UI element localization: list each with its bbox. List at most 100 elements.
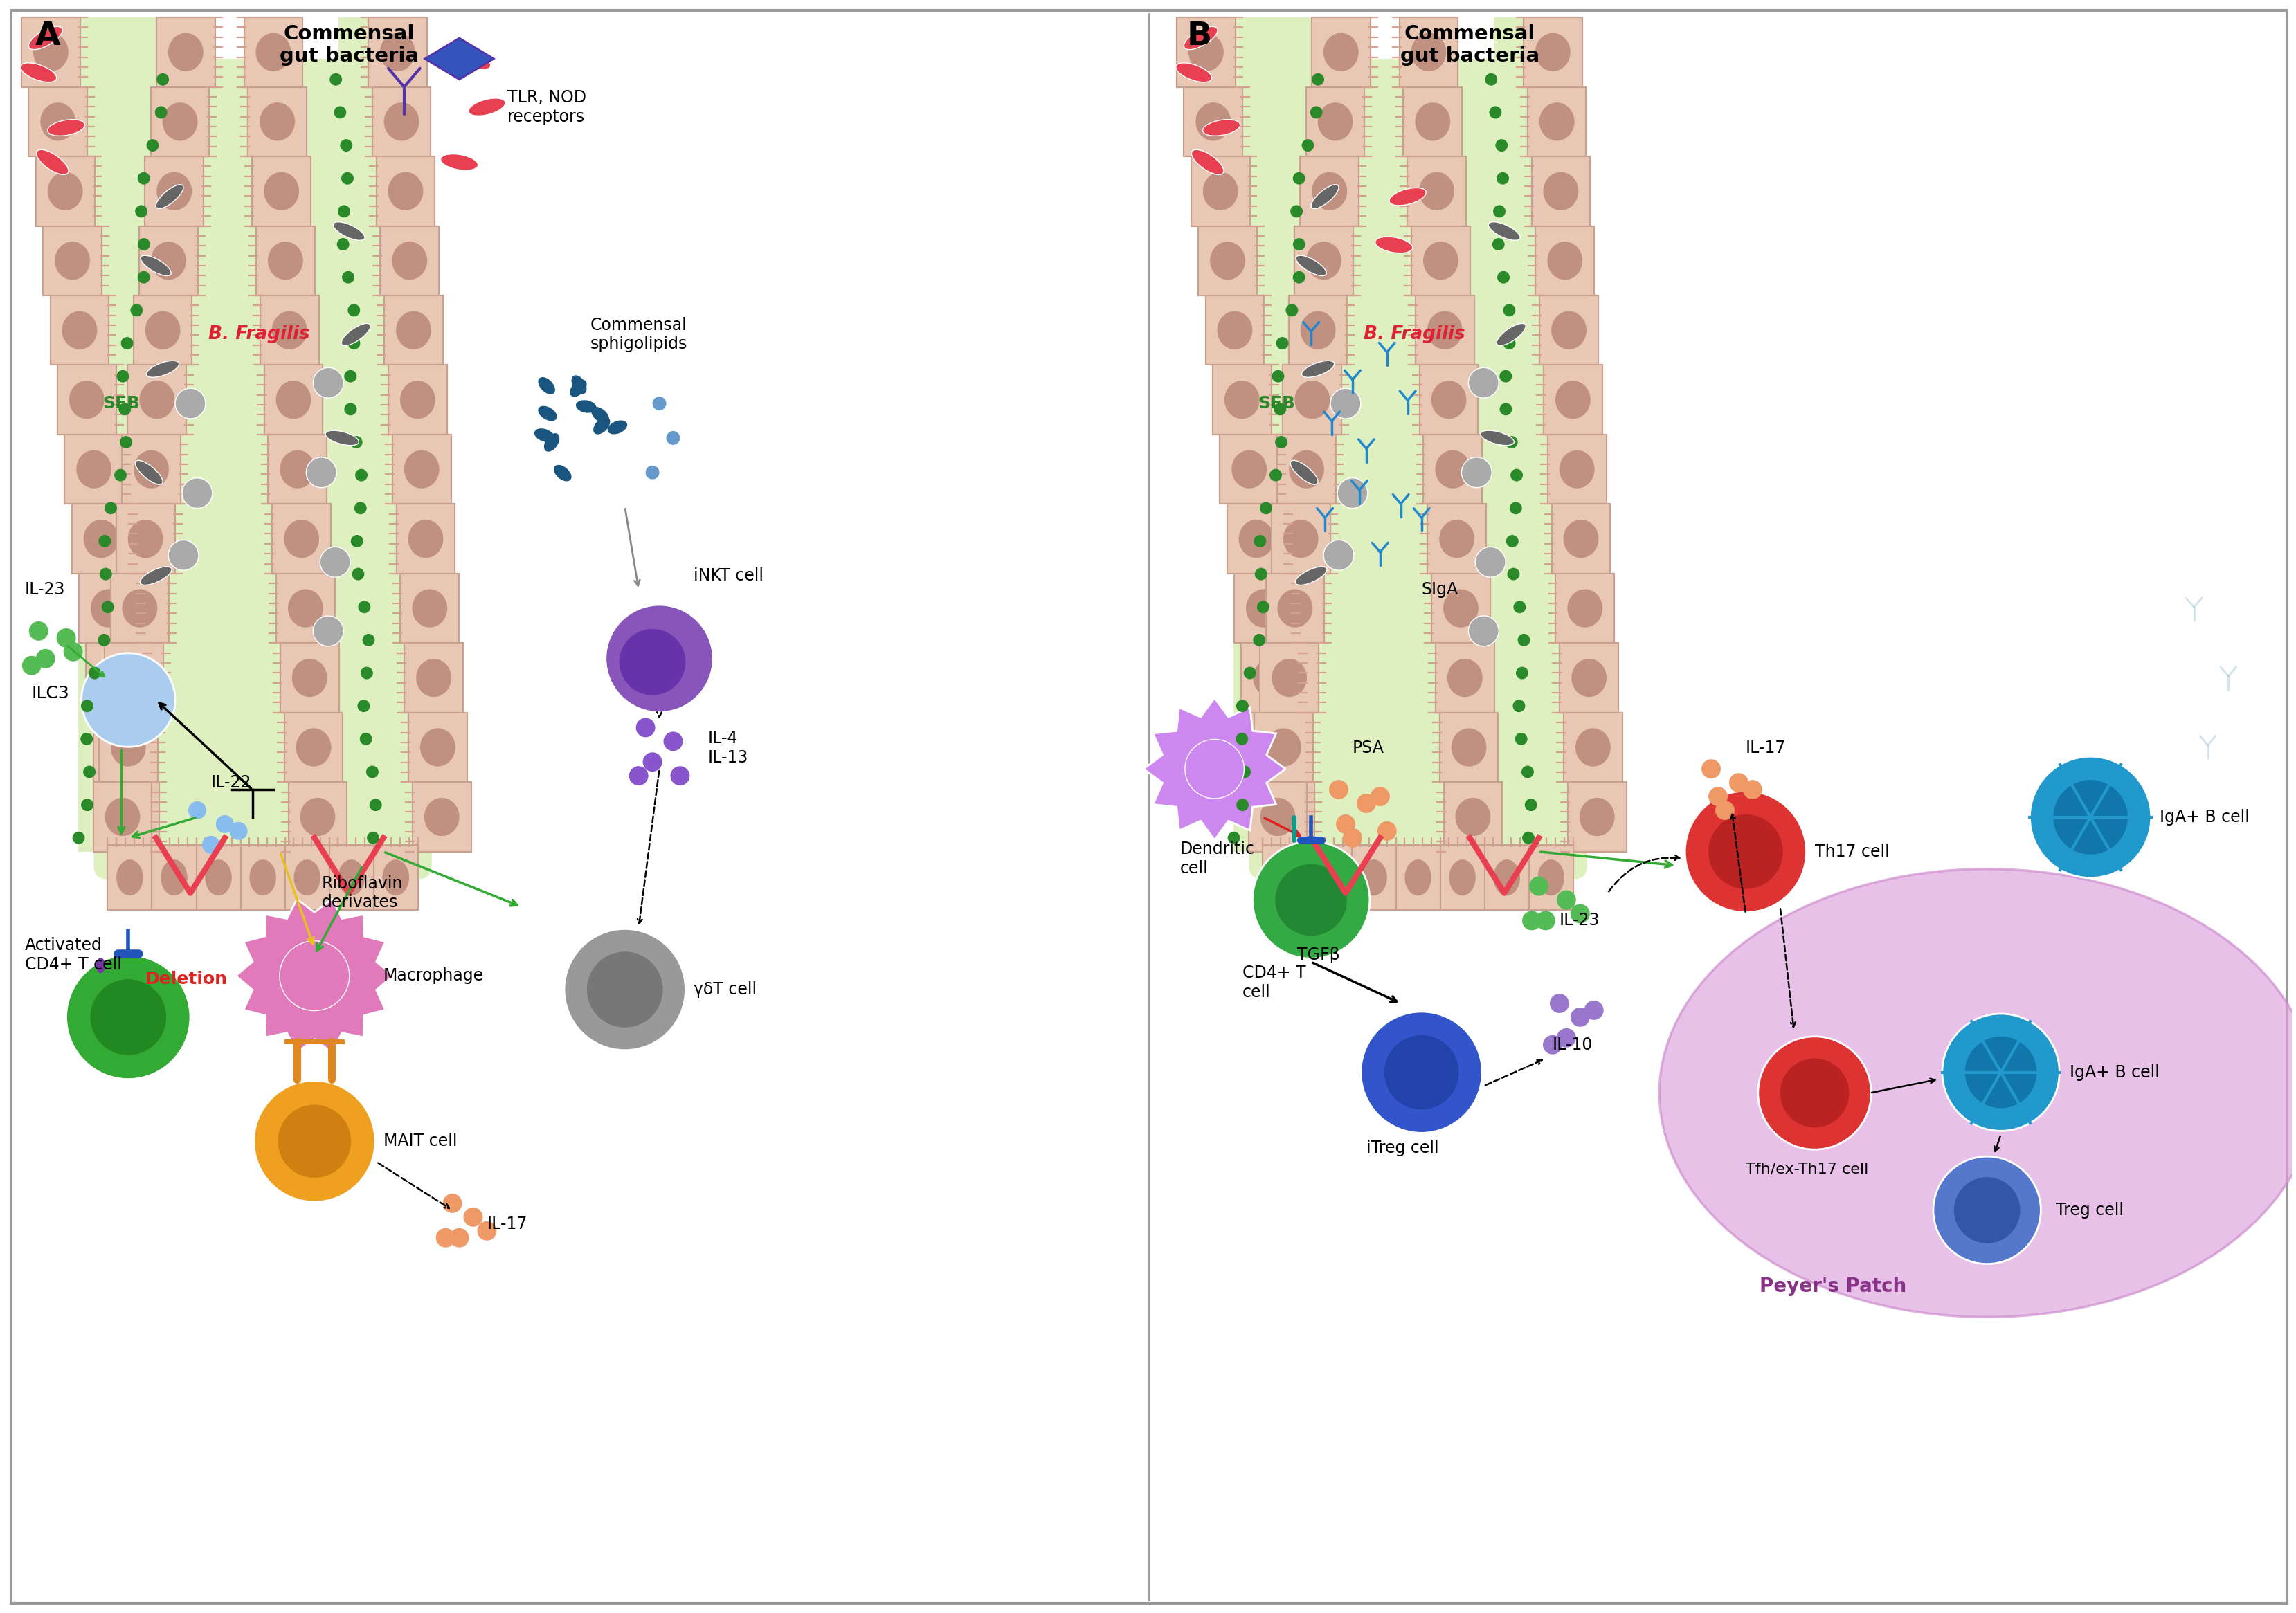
- Bar: [1552, 503, 1609, 574]
- Ellipse shape: [1295, 381, 1329, 419]
- Bar: [78, 574, 138, 644]
- Ellipse shape: [425, 798, 459, 836]
- Circle shape: [2030, 756, 2151, 877]
- Bar: [1419, 365, 1479, 434]
- Bar: [259, 295, 319, 365]
- Ellipse shape: [1247, 589, 1281, 627]
- Ellipse shape: [1405, 860, 1430, 895]
- Ellipse shape: [1412, 32, 1446, 71]
- Text: iTreg cell: iTreg cell: [1366, 1140, 1440, 1157]
- Text: TLR, NOD
receptors: TLR, NOD receptors: [507, 89, 585, 124]
- Ellipse shape: [1231, 450, 1267, 489]
- Ellipse shape: [1492, 860, 1520, 895]
- Ellipse shape: [1185, 26, 1217, 50]
- Ellipse shape: [1362, 860, 1387, 895]
- Ellipse shape: [92, 589, 126, 627]
- Circle shape: [1513, 600, 1527, 613]
- Circle shape: [1274, 436, 1288, 448]
- Ellipse shape: [1217, 311, 1251, 350]
- Bar: [156, 18, 216, 87]
- Ellipse shape: [1261, 798, 1295, 836]
- Ellipse shape: [259, 103, 294, 140]
- Bar: [1527, 87, 1587, 156]
- Circle shape: [1536, 911, 1554, 931]
- Ellipse shape: [1419, 173, 1453, 210]
- Ellipse shape: [1481, 431, 1513, 445]
- Ellipse shape: [145, 311, 181, 350]
- Ellipse shape: [393, 242, 427, 279]
- Circle shape: [119, 436, 133, 448]
- Circle shape: [1954, 1177, 2020, 1244]
- Ellipse shape: [1240, 519, 1274, 558]
- Ellipse shape: [250, 860, 276, 895]
- Bar: [1568, 782, 1626, 852]
- Ellipse shape: [576, 400, 597, 413]
- Bar: [1398, 18, 1458, 87]
- Bar: [367, 18, 427, 87]
- Circle shape: [1254, 634, 1265, 647]
- Bar: [145, 156, 204, 226]
- Bar: [264, 365, 324, 434]
- Circle shape: [360, 732, 372, 745]
- Ellipse shape: [1559, 450, 1593, 489]
- Bar: [1444, 782, 1502, 852]
- Bar: [383, 295, 443, 365]
- Ellipse shape: [69, 381, 103, 419]
- Ellipse shape: [1267, 798, 1302, 836]
- Circle shape: [1286, 303, 1297, 316]
- Ellipse shape: [1261, 798, 1295, 836]
- Ellipse shape: [140, 381, 174, 419]
- Circle shape: [135, 205, 147, 218]
- Bar: [276, 574, 335, 644]
- Circle shape: [1290, 205, 1302, 218]
- Ellipse shape: [441, 153, 478, 171]
- Bar: [1428, 503, 1486, 574]
- Ellipse shape: [1554, 381, 1591, 419]
- Ellipse shape: [1283, 519, 1318, 558]
- Ellipse shape: [1362, 860, 1387, 895]
- Circle shape: [255, 1081, 374, 1202]
- Bar: [1396, 845, 1440, 910]
- Bar: [248, 87, 308, 156]
- Ellipse shape: [1456, 798, 1490, 836]
- Ellipse shape: [338, 860, 365, 895]
- Ellipse shape: [96, 958, 106, 973]
- Ellipse shape: [537, 406, 558, 421]
- Ellipse shape: [537, 377, 556, 394]
- Bar: [243, 18, 303, 87]
- Ellipse shape: [1210, 242, 1244, 279]
- Bar: [1396, 845, 1440, 910]
- Bar: [1242, 644, 1300, 713]
- Circle shape: [1529, 876, 1548, 895]
- Text: Th17 cell: Th17 cell: [1814, 844, 1890, 860]
- Ellipse shape: [62, 311, 96, 350]
- Circle shape: [83, 766, 96, 777]
- Text: IL-23: IL-23: [1559, 913, 1600, 929]
- Circle shape: [443, 1194, 461, 1213]
- Ellipse shape: [168, 32, 204, 71]
- Bar: [409, 713, 466, 782]
- Circle shape: [1525, 798, 1536, 811]
- Ellipse shape: [1538, 860, 1564, 895]
- Circle shape: [1506, 536, 1518, 547]
- Bar: [1199, 226, 1256, 295]
- Text: Deletion: Deletion: [145, 971, 227, 987]
- Bar: [328, 845, 374, 910]
- Bar: [152, 845, 195, 910]
- Bar: [145, 156, 204, 226]
- Circle shape: [338, 205, 351, 218]
- Ellipse shape: [326, 431, 358, 445]
- Ellipse shape: [1449, 860, 1476, 895]
- Bar: [1235, 574, 1293, 644]
- Bar: [117, 503, 174, 574]
- Bar: [51, 295, 108, 365]
- Ellipse shape: [1295, 255, 1327, 276]
- Ellipse shape: [55, 242, 90, 279]
- Circle shape: [354, 502, 367, 515]
- Text: Riboflavin
derivates: Riboflavin derivates: [321, 876, 402, 911]
- Ellipse shape: [1306, 242, 1341, 279]
- Bar: [1178, 18, 1235, 87]
- Circle shape: [117, 369, 129, 382]
- Ellipse shape: [468, 98, 505, 116]
- Text: SFB: SFB: [1258, 395, 1295, 411]
